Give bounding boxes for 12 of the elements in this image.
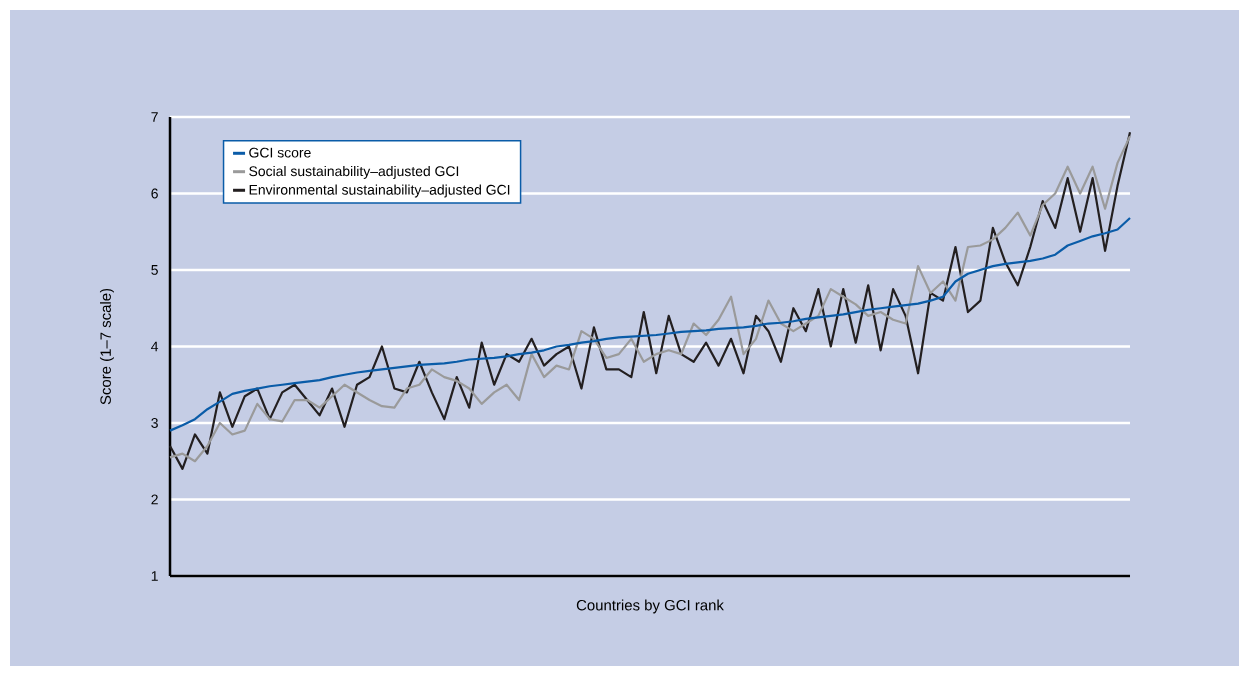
legend-label: Environmental sustainability–adjusted GCI bbox=[249, 184, 510, 198]
legend-label: Social sustainability–adjusted GCI bbox=[249, 165, 459, 179]
y-tick-label: 5 bbox=[151, 265, 158, 275]
x-axis-title: Countries by GCI rank bbox=[576, 599, 724, 614]
y-tick-label: 6 bbox=[151, 188, 158, 199]
y-axis-title: Score (1–7 scale) bbox=[99, 288, 114, 405]
y-tick-label: 7 bbox=[151, 112, 158, 122]
y-tick-label: 3 bbox=[151, 418, 158, 428]
y-tick-label: 4 bbox=[151, 341, 159, 352]
y-tick-label: 2 bbox=[151, 494, 158, 505]
legend-label: GCI score bbox=[249, 147, 311, 158]
y-tick-label: 1 bbox=[151, 571, 158, 581]
